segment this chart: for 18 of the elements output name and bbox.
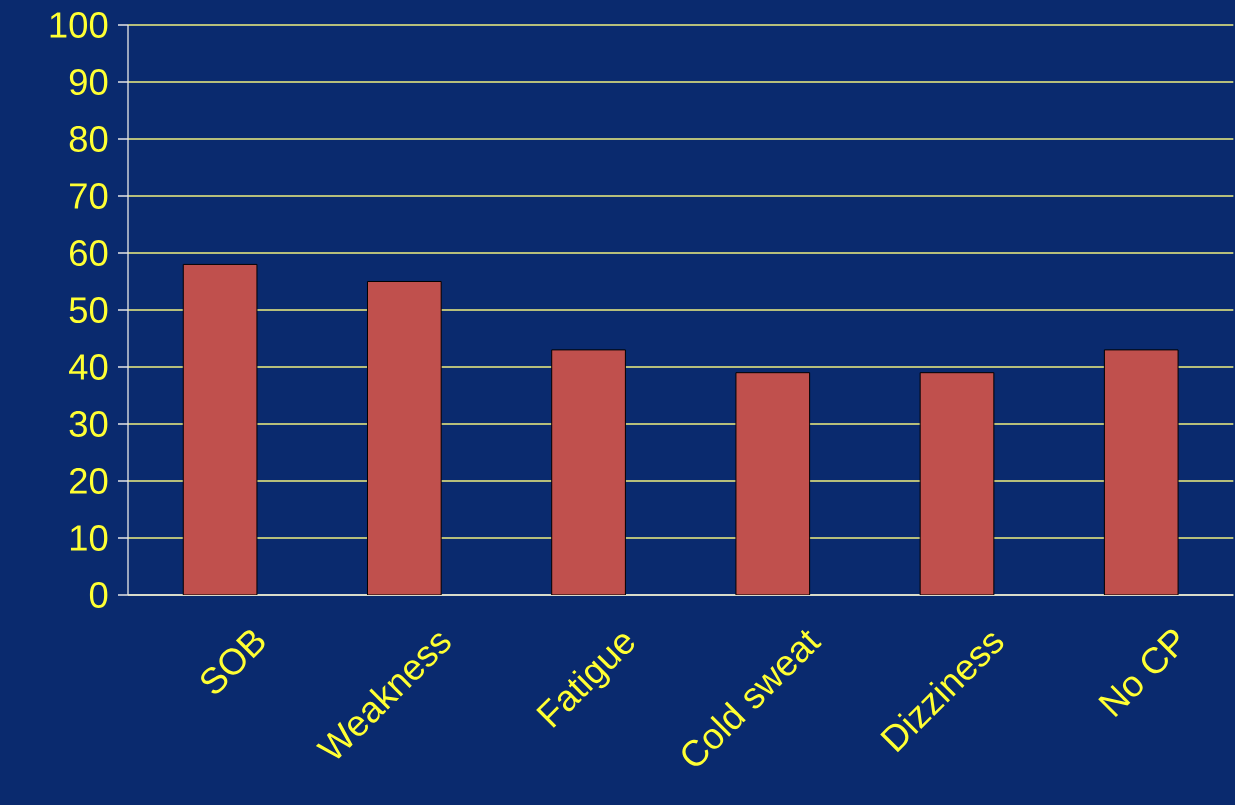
y-tick-label: 30 (69, 411, 108, 437)
bar (551, 349, 626, 595)
bar (182, 263, 258, 595)
bar (1103, 349, 1179, 595)
y-tick-label: 60 (70, 240, 108, 266)
y-tick-label: 90 (69, 69, 108, 95)
y-tick-label: 20 (70, 468, 108, 494)
y-tick-label: 70 (70, 183, 108, 209)
y-tick-label: 10 (70, 525, 108, 551)
y-tick-label: 80 (69, 126, 108, 152)
y-tick-label: 100 (50, 12, 108, 38)
y-tick-label: 50 (69, 297, 108, 323)
bar (735, 372, 811, 595)
bar (919, 372, 995, 595)
x-tick-label: No CP (1098, 629, 1179, 718)
y-tick-label: 0 (89, 582, 108, 608)
bar (366, 281, 442, 595)
y-tick-label: 40 (69, 354, 108, 380)
